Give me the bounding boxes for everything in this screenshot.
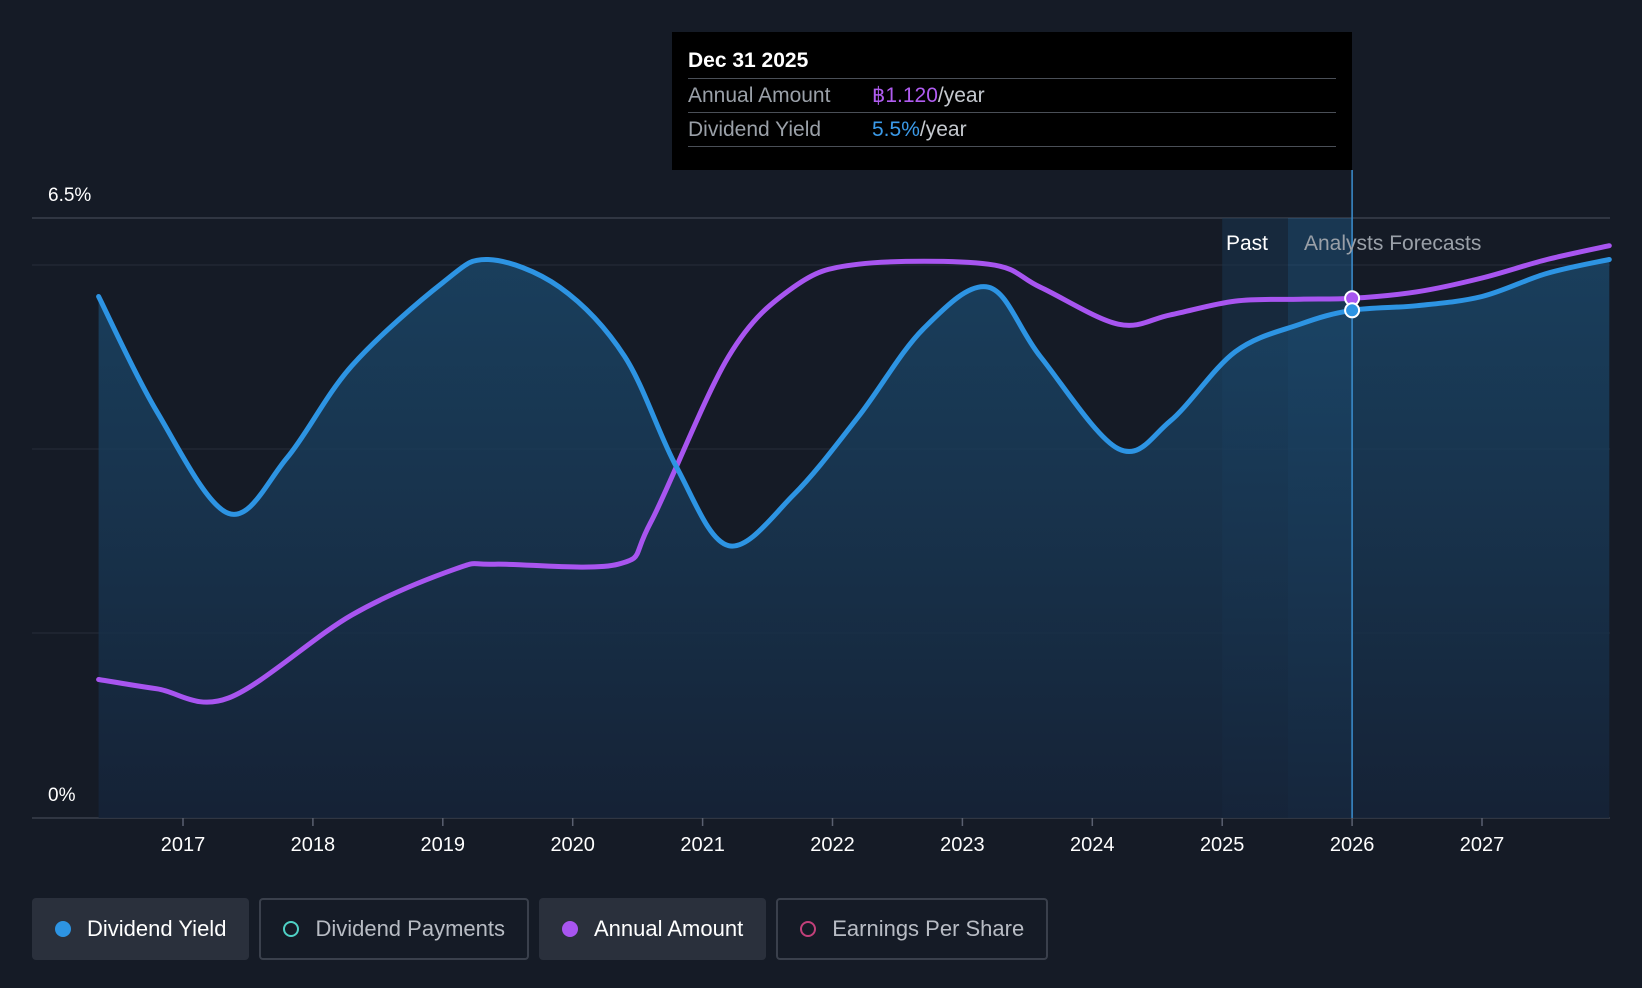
legend-dividend-payments-dot bbox=[283, 921, 300, 937]
x-tick-label: 2023 bbox=[940, 834, 985, 856]
legend-dividend-payments[interactable]: Dividend Payments bbox=[259, 898, 529, 960]
x-tick-label: 2017 bbox=[161, 834, 206, 856]
x-tick-label: 2020 bbox=[550, 834, 595, 856]
dividend-yield-marker[interactable] bbox=[1344, 302, 1361, 319]
y-axis-top-label: 6.5% bbox=[48, 185, 91, 206]
legend: Dividend Yield Dividend Payments Annual … bbox=[32, 898, 1049, 960]
legend-earnings-per-share-dot bbox=[800, 921, 817, 937]
tooltip-annual-row: Annual Amount ฿1.120/year bbox=[688, 79, 1336, 113]
legend-dividend-yield-dot bbox=[55, 921, 71, 937]
legend-earnings-per-share-label: Earnings Per Share bbox=[832, 916, 1025, 941]
x-tick-label: 2024 bbox=[1070, 834, 1115, 856]
dividend-yield-area bbox=[98, 259, 1610, 818]
x-tick-label: 2021 bbox=[680, 834, 725, 856]
x-tick-label: 2025 bbox=[1200, 834, 1245, 856]
legend-annual-amount[interactable]: Annual Amount bbox=[538, 898, 767, 960]
legend-dividend-yield[interactable]: Dividend Yield bbox=[32, 898, 250, 960]
tooltip-yield-label: Dividend Yield bbox=[688, 118, 822, 141]
y-axis-bottom-label: 0% bbox=[48, 785, 76, 806]
tooltip-yield-row: Dividend Yield 5.5%/year bbox=[688, 113, 1336, 147]
legend-earnings-per-share[interactable]: Earnings Per Share bbox=[776, 898, 1049, 960]
tooltip-annual-value: ฿1.120 bbox=[872, 84, 938, 107]
dividend-yield-line bbox=[96, 256, 1612, 549]
tooltip: Dec 31 2025 Annual Amount ฿1.120/year Di… bbox=[672, 32, 1352, 170]
x-tick-label: 2019 bbox=[421, 834, 466, 856]
tooltip-annual-label: Annual Amount bbox=[688, 84, 831, 107]
legend-dividend-payments-label: Dividend Payments bbox=[315, 916, 505, 941]
past-region-label: Past bbox=[1226, 232, 1268, 255]
tooltip-yield-value: 5.5% bbox=[872, 118, 920, 141]
x-tick-label: 2027 bbox=[1460, 834, 1505, 856]
x-tick-label: 2018 bbox=[291, 834, 336, 856]
x-axis-ticks: 2017 2018 2019 2020 2021 2022 2023 2024 2025 2026… bbox=[161, 818, 1505, 856]
legend-dividend-yield-label: Dividend Yield bbox=[87, 916, 227, 941]
legend-annual-amount-dot bbox=[561, 921, 578, 937]
x-tick-label: 2022 bbox=[810, 834, 855, 856]
forecast-region-label: Analysts Forecasts bbox=[1304, 232, 1481, 255]
tooltip-yield-unit: /year bbox=[919, 118, 967, 141]
tooltip-date: Dec 31 2025 bbox=[688, 46, 1336, 79]
legend-annual-amount-label: Annual Amount bbox=[593, 916, 744, 941]
tooltip-annual-unit: /year bbox=[937, 84, 985, 107]
x-tick-label: 2026 bbox=[1330, 834, 1375, 856]
